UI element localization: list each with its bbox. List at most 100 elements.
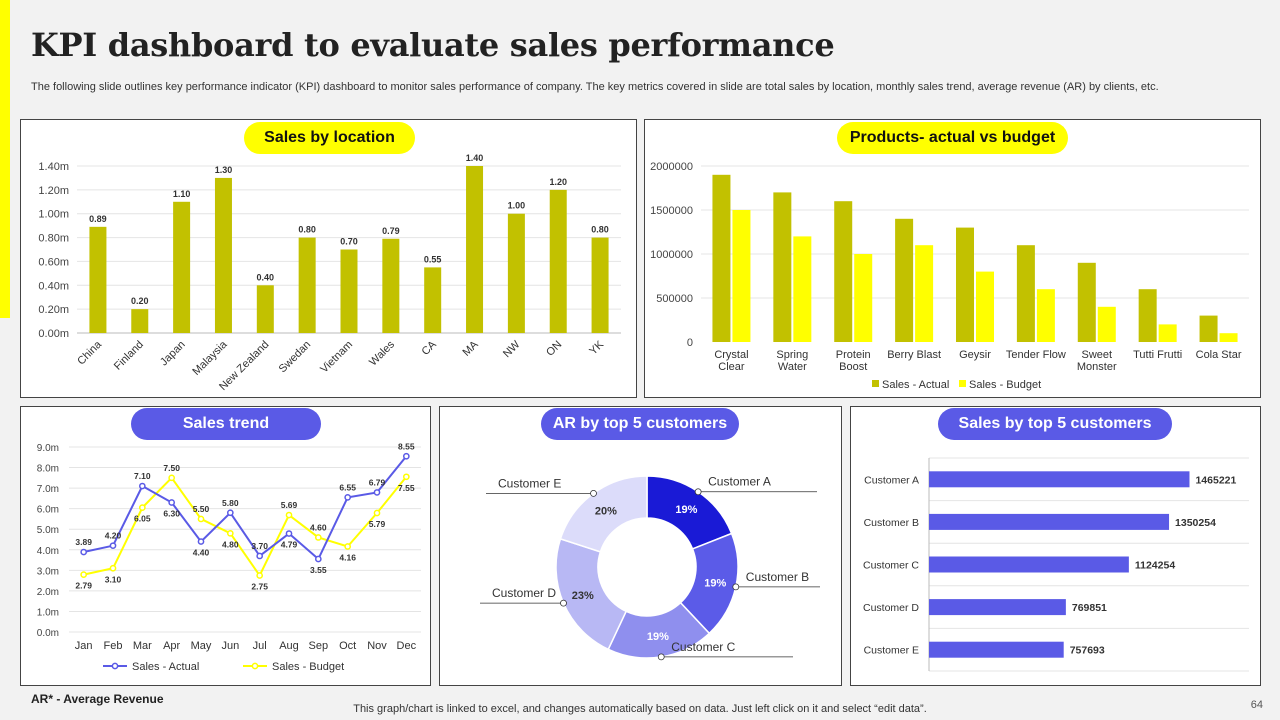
panel-sales-by-customers: 1465221 Customer A 1350254 Customer B 112425…	[850, 406, 1261, 686]
x-tick-label: Malaysia	[190, 338, 230, 378]
data-label: 3.70	[251, 541, 268, 551]
data-label: 4.79	[281, 540, 298, 550]
donut-slice	[559, 475, 648, 553]
slice-category-label: Customer E	[498, 476, 561, 490]
data-label: 6.05	[134, 514, 151, 524]
x-tick-label: Apr	[163, 640, 180, 652]
data-label: 5.79	[369, 519, 386, 529]
data-point	[314, 534, 322, 541]
bar-budget	[1036, 289, 1055, 342]
data-point	[402, 473, 410, 481]
x-tick-label: NW	[501, 338, 523, 360]
x-tick-label: Tutti Frutti	[1133, 349, 1182, 361]
data-label: 3.55	[310, 565, 327, 575]
leader-dot	[590, 489, 597, 497]
data-label: 1.40	[466, 153, 484, 163]
page-number: 64	[1250, 699, 1263, 711]
bar-actual	[1138, 289, 1157, 342]
data-point	[109, 564, 117, 572]
data-point	[285, 530, 293, 537]
data-point	[256, 572, 264, 579]
data-label: 0.80	[591, 225, 609, 235]
data-point	[373, 509, 381, 517]
bar	[298, 237, 316, 333]
slice-value-label: 19%	[675, 504, 697, 516]
x-tick-label: Sweet	[1081, 349, 1112, 361]
bar-budget	[854, 254, 873, 342]
data-point	[80, 548, 88, 556]
x-tick-label: MA	[461, 338, 482, 359]
data-label: 6.30	[163, 509, 180, 519]
legend-label: Sales - Actual	[132, 661, 199, 673]
y-tick-label: 9.0m	[37, 443, 59, 454]
y-tick-label: 0.0m	[37, 628, 59, 639]
data-label: 3.89	[75, 537, 92, 547]
data-label: 5.80	[222, 498, 239, 508]
footer-edit-data-note: This graph/chart is linked to excel, and…	[353, 703, 927, 715]
data-label: 2.75	[251, 581, 268, 591]
bar-actual	[834, 201, 853, 342]
bar-actual	[1016, 245, 1035, 342]
data-label: 7.50	[163, 463, 180, 473]
y-tick-label: Customer C	[863, 560, 919, 572]
bar	[591, 237, 609, 333]
legend-marker	[251, 662, 259, 670]
chart-sales-by-customers: 1465221 Customer A 1350254 Customer B 112425…	[863, 457, 1249, 672]
panel-sales-trend: 0.0m 1.0m 2.0m 3.0m 4.0m 5.0m 6.0m 7.0m 8.0m 9.0m…	[20, 406, 431, 686]
x-tick-label: Clear	[718, 361, 745, 373]
data-label: 0.20	[131, 296, 149, 306]
y-tick-label: 1.0m	[37, 607, 59, 618]
data-label: 0.55	[424, 254, 442, 264]
data-point	[197, 515, 205, 523]
y-tick-label: 0.00m	[38, 328, 69, 340]
chart-products-actual-vs-budget: 0 500000 1000000 1500000 2000000 CrystalClear…	[650, 161, 1249, 391]
x-tick-label: Jan	[75, 640, 93, 652]
x-tick-label: Sep	[309, 640, 329, 652]
y-tick-label: 0.80m	[38, 233, 69, 245]
bar	[214, 177, 232, 333]
data-label: 3.10	[105, 574, 122, 584]
data-label: 4.20	[105, 531, 122, 541]
data-point	[197, 538, 205, 545]
y-tick-label: 0.20m	[38, 304, 69, 316]
x-tick-label: Boost	[839, 361, 867, 373]
line-series-actual	[83, 455, 408, 561]
bar-budget	[732, 210, 751, 342]
slice-category-label: Customer C	[671, 640, 735, 654]
chart-sales-trend: 0.0m 1.0m 2.0m 3.0m 4.0m 5.0m 6.0m 7.0m 8.0m 9.0m…	[37, 441, 421, 673]
data-label: 6.79	[369, 477, 386, 487]
y-tick-label: 0.40m	[38, 280, 69, 292]
data-label: 4.16	[339, 552, 356, 562]
x-tick-label: Tender Flow	[1006, 349, 1066, 361]
data-label: 757693	[1070, 645, 1105, 657]
data-label: 5.69	[281, 500, 298, 510]
data-point	[226, 529, 234, 537]
legend-swatch	[872, 380, 879, 387]
slice-category-label: Customer A	[708, 475, 771, 489]
data-label: 4.80	[222, 539, 239, 549]
data-point	[138, 482, 146, 490]
y-tick-label: 1000000	[650, 249, 693, 261]
data-label: 769851	[1072, 602, 1107, 614]
data-label: 1465221	[1195, 474, 1236, 486]
data-label: 5.50	[193, 504, 210, 514]
y-tick-label: 1500000	[650, 205, 693, 217]
bar	[89, 226, 107, 333]
x-tick-label: Oct	[339, 640, 356, 652]
bar-budget	[1097, 306, 1116, 342]
x-tick-label: Berry Blast	[887, 349, 941, 361]
leader-dot	[657, 653, 665, 661]
data-point	[226, 509, 234, 517]
data-label: 0.79	[382, 226, 400, 236]
y-tick-label: 6.0m	[37, 505, 59, 516]
y-tick-label: 1.20m	[38, 185, 69, 197]
data-label: 2.79	[75, 581, 92, 591]
data-label: 0.80	[298, 225, 316, 235]
y-tick-label: 5.0m	[37, 525, 59, 536]
data-point	[285, 511, 293, 519]
bar-actual	[1077, 262, 1096, 342]
slice-category-label: Customer D	[492, 586, 556, 600]
x-tick-label: Crystal	[714, 349, 748, 361]
x-tick-label: Finland	[112, 339, 146, 373]
y-tick-label: 2000000	[650, 161, 693, 173]
